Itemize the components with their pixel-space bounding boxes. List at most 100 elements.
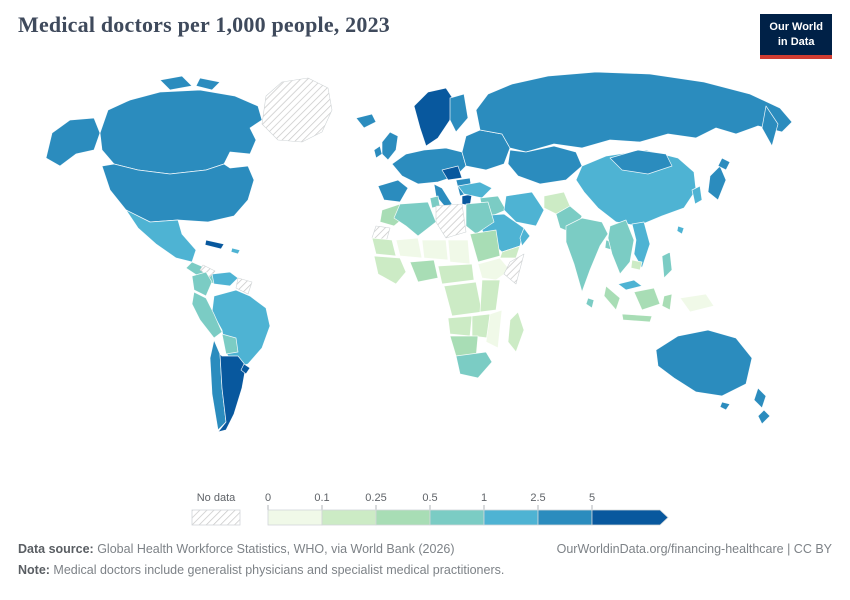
region-iran[interactable] [503,191,545,227]
no-data-label: No data [197,492,236,504]
owid-logo-line1: Our World [769,21,823,33]
region-new-guinea[interactable] [679,293,715,313]
region-argentina[interactable] [217,353,247,433]
note-text: Medical doctors include generalist physi… [49,563,505,577]
region-myanmar-thailand[interactable] [607,219,635,275]
region-turkey[interactable] [457,181,493,199]
region-canada-arctic-2[interactable] [195,77,221,91]
region-honduras-nodata[interactable] [199,264,216,278]
region-indonesia-borneo[interactable] [633,287,661,311]
region-mali[interactable] [395,237,423,259]
note-label: Note: [18,563,50,577]
legend-bucket-6[interactable] [591,509,669,526]
region-indonesia-sulawesi[interactable] [661,293,673,311]
region-australia[interactable] [655,329,753,397]
region-algeria[interactable] [393,201,437,237]
owid-credit-link[interactable]: OurWorldinData.org/financing-healthcare … [556,542,832,556]
region-alaska[interactable] [45,117,101,167]
region-kazakhstan[interactable] [507,145,583,185]
region-indonesia-java[interactable] [621,313,653,323]
region-chad[interactable] [447,239,471,265]
world-map [45,71,793,433]
region-japan-hokkaido[interactable] [717,157,731,171]
region-ethiopia[interactable] [477,257,511,281]
legend-bucket-2[interactable] [375,509,431,526]
legend-tick-label: 0.25 [365,492,386,504]
chart-footer: Data source: Global Health Workforce Sta… [18,542,832,577]
region-tasmania[interactable] [719,401,731,411]
region-somalia-nodata[interactable] [503,253,525,285]
region-mozambique[interactable] [485,309,503,349]
region-indonesia-sumatra[interactable] [603,285,621,311]
region-india[interactable] [565,217,609,293]
legend-bucket-0[interactable] [267,509,323,526]
region-drc[interactable] [443,281,483,317]
region-guyanas-nodata[interactable] [235,277,253,295]
legend-bucket-5[interactable] [537,509,593,526]
legend-bucket-4[interactable] [483,509,539,526]
region-madagascar[interactable] [507,311,525,353]
region-nigeria[interactable] [409,259,439,283]
region-iberia[interactable] [377,179,409,203]
region-bolivia[interactable] [221,333,239,355]
region-angola[interactable] [447,315,473,337]
region-mongolia[interactable] [609,149,673,175]
region-china[interactable] [575,149,697,227]
region-yemen[interactable] [499,245,521,259]
region-central-africa[interactable] [437,263,475,285]
region-scandinavia[interactable] [413,87,455,147]
region-uruguay[interactable] [240,363,251,375]
region-east-africa[interactable] [479,279,501,313]
map-regions [45,71,793,433]
region-greenland[interactable] [261,77,333,143]
region-mexico[interactable] [125,209,197,263]
region-kamchatka[interactable] [761,105,779,147]
region-west-africa[interactable] [373,255,407,285]
region-mauritania[interactable] [371,237,397,257]
region-malaysia[interactable] [617,279,643,291]
region-taiwan[interactable] [676,225,685,235]
region-new-zealand-north[interactable] [753,387,767,409]
region-libya-nodata[interactable] [435,203,467,239]
legend-tick-label: 0.5 [422,492,437,504]
region-oman[interactable] [519,227,531,247]
region-venezuela[interactable] [211,271,239,287]
region-canada-arctic-1[interactable] [159,75,193,91]
region-japan[interactable] [707,165,727,201]
region-south-africa[interactable] [455,351,493,379]
region-ireland[interactable] [373,145,383,159]
owid-logo-line2: in Data [777,35,815,48]
data-source-label: Data source: [18,542,94,556]
region-korea[interactable] [691,185,703,205]
region-sudan[interactable] [469,229,501,263]
region-cambodia[interactable] [630,259,643,271]
map-legend: No data 0 0.1 0.25 0.5 1 2.5 5 [182,492,672,528]
region-niger[interactable] [421,239,449,261]
region-finland[interactable] [449,93,469,133]
region-philippines[interactable] [661,251,673,279]
region-vietnam-laos[interactable] [631,221,651,269]
legend-tick-label: 0 [265,492,271,504]
region-hispaniola[interactable] [230,247,241,255]
region-sri-lanka[interactable] [585,297,595,309]
owid-logo[interactable]: Our World in Data [760,14,832,59]
region-peru[interactable] [191,291,223,339]
legend-scale: 0 0.1 0.25 0.5 1 2.5 5 [265,492,669,526]
region-central-europe[interactable] [441,165,463,181]
data-source-line: Data source: Global Health Workforce Sta… [18,542,455,556]
region-russia[interactable] [475,71,793,153]
region-cuba[interactable] [204,239,225,250]
region-colombia[interactable] [191,271,213,297]
legend-bucket-1[interactable] [321,509,377,526]
legend-tick-label: 0.1 [314,492,329,504]
no-data-swatch[interactable] [191,509,241,526]
region-canada[interactable] [99,89,263,175]
region-uk[interactable] [381,131,399,161]
region-new-zealand-south[interactable] [757,409,771,425]
legend-tick-label: 5 [589,492,595,504]
note-line: Note: Medical doctors include generalist… [18,563,832,577]
region-egypt[interactable] [465,201,495,235]
region-iceland[interactable] [355,113,377,129]
legend-bucket-3[interactable] [429,509,485,526]
legend-no-data: No data [191,492,241,526]
